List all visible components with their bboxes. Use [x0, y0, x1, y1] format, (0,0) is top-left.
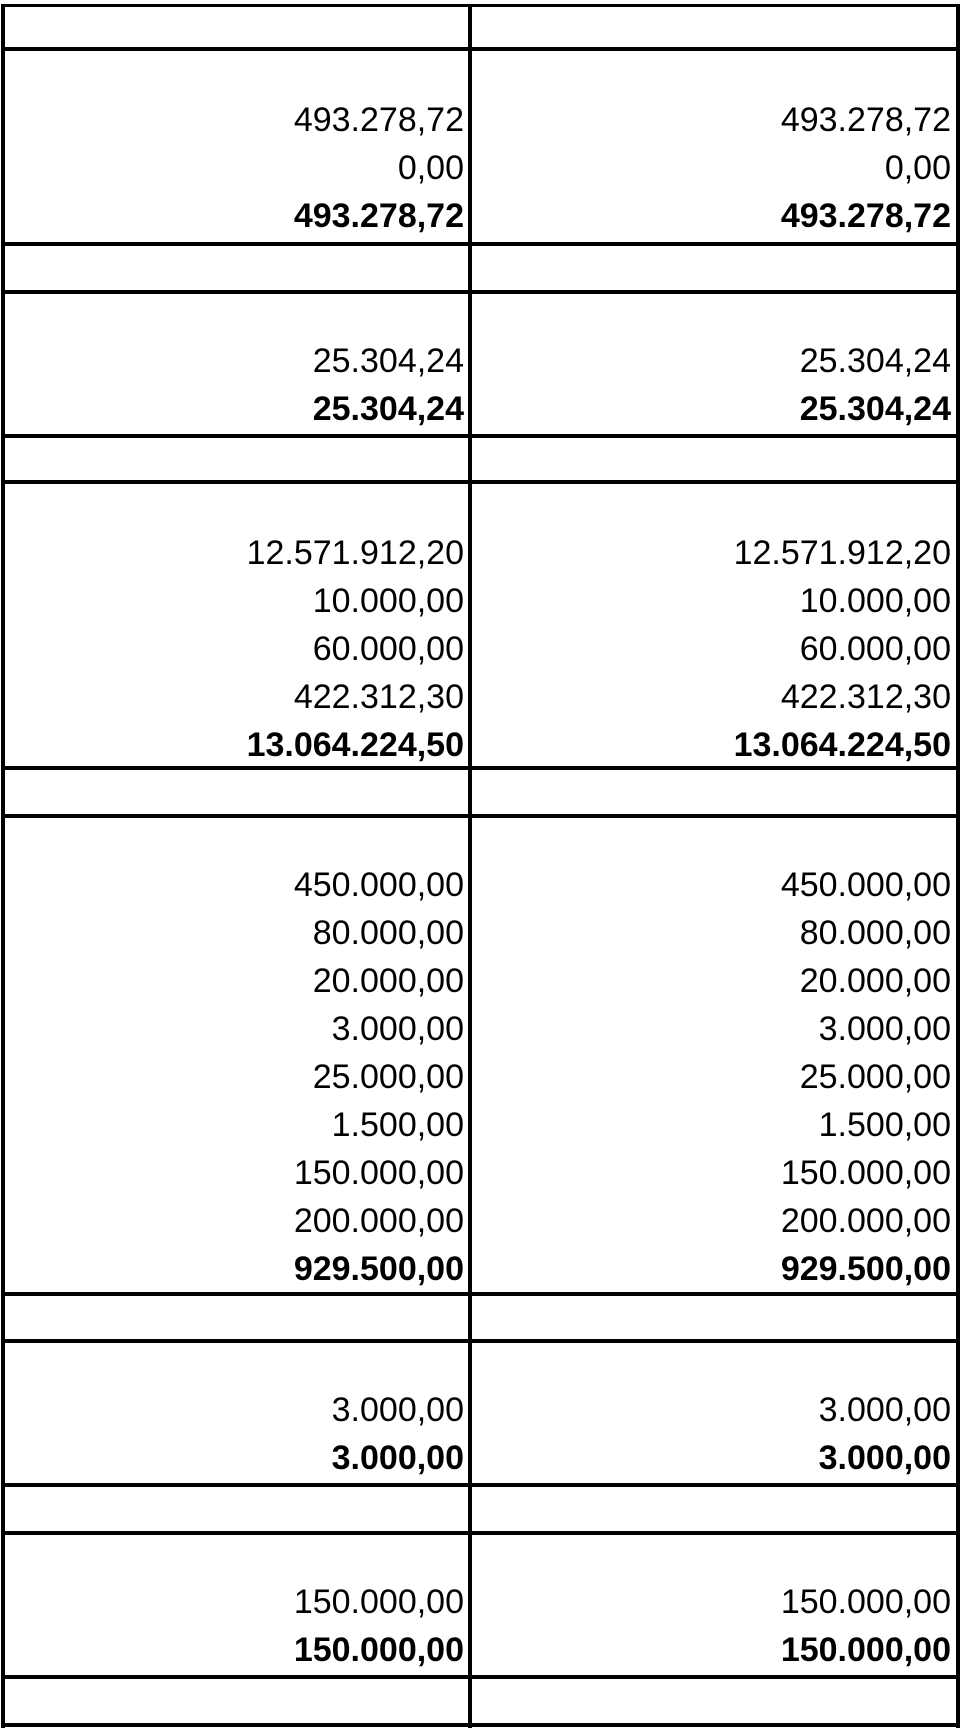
amount-cell-left: 493.278,72: [293, 101, 464, 139]
amount-cell-right: 10.000,00: [799, 582, 951, 620]
amount-cell-right: 20.000,00: [799, 962, 951, 1000]
amount-cell-left: 422.312,30: [293, 678, 464, 716]
amount-cell-left: 10.000,00: [312, 582, 464, 620]
table-border-right: [956, 4, 960, 1728]
amount-cell-left: 12.571.912,20: [246, 534, 464, 572]
amount-cell-right: 0,00: [884, 149, 951, 187]
total-cell-right: 493.278,72: [780, 197, 951, 235]
total-cell-right: 3.000,00: [818, 1439, 951, 1477]
table-column-divider: [468, 4, 472, 1728]
table-border-top: [4, 4, 959, 7]
total-cell-left: 929.500,00: [293, 1250, 464, 1288]
amount-cell-right: 1.500,00: [818, 1106, 951, 1144]
amount-cell-left: 450.000,00: [293, 866, 464, 904]
amount-cell-left: 3.000,00: [331, 1391, 464, 1429]
total-cell-right: 929.500,00: [780, 1250, 951, 1288]
amount-cell-left: 25.304,24: [312, 342, 464, 380]
amount-cell-right: 25.304,24: [799, 342, 951, 380]
row-separator: [4, 1292, 959, 1296]
row-separator: [4, 290, 959, 294]
amount-cell-right: 3.000,00: [818, 1010, 951, 1048]
row-separator: [4, 47, 959, 51]
total-cell-right: 13.064.224,50: [733, 726, 951, 764]
table-border-bottom: [4, 1723, 959, 1727]
total-cell-left: 3.000,00: [331, 1439, 464, 1477]
amount-cell-right: 60.000,00: [799, 630, 951, 668]
total-cell-right: 25.304,24: [799, 390, 951, 428]
row-separator: [4, 1675, 959, 1679]
amount-cell-right: 493.278,72: [780, 101, 951, 139]
row-separator: [4, 242, 959, 246]
total-cell-left: 25.304,24: [312, 390, 464, 428]
row-separator: [4, 1483, 959, 1487]
amount-cell-right: 450.000,00: [780, 866, 951, 904]
amount-cell-left: 1.500,00: [331, 1106, 464, 1144]
row-separator: [4, 766, 959, 770]
amount-cell-left: 150.000,00: [293, 1583, 464, 1621]
total-cell-right: 150.000,00: [780, 1631, 951, 1669]
amount-cell-right: 150.000,00: [780, 1583, 951, 1621]
row-separator: [4, 1339, 959, 1343]
amount-cell-left: 25.000,00: [312, 1058, 464, 1096]
amount-cell-right: 25.000,00: [799, 1058, 951, 1096]
amount-cell-left: 200.000,00: [293, 1202, 464, 1240]
section-separator: [4, 434, 959, 438]
amount-cell-right: 200.000,00: [780, 1202, 951, 1240]
amount-cell-right: 422.312,30: [780, 678, 951, 716]
amount-cell-left: 60.000,00: [312, 630, 464, 668]
amount-cell-right: 80.000,00: [799, 914, 951, 952]
total-cell-left: 13.064.224,50: [246, 726, 464, 764]
row-separator: [4, 814, 959, 818]
total-cell-left: 150.000,00: [293, 1631, 464, 1669]
total-cell-left: 493.278,72: [293, 197, 464, 235]
amount-cell-right: 150.000,00: [780, 1154, 951, 1192]
amount-cell-left: 150.000,00: [293, 1154, 464, 1192]
amount-cell-left: 80.000,00: [312, 914, 464, 952]
row-separator: [4, 1531, 959, 1535]
row-separator: [4, 480, 959, 484]
amount-cell-right: 3.000,00: [818, 1391, 951, 1429]
amount-cell-left: 0,00: [397, 149, 464, 187]
amount-cell-left: 3.000,00: [331, 1010, 464, 1048]
amount-cell-left: 20.000,00: [312, 962, 464, 1000]
table-border-left: [1, 4, 5, 1728]
amount-cell-right: 12.571.912,20: [733, 534, 951, 572]
